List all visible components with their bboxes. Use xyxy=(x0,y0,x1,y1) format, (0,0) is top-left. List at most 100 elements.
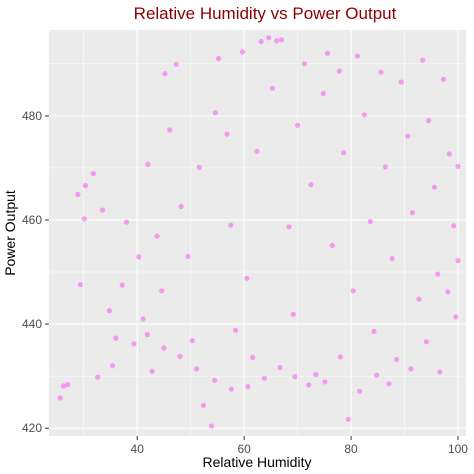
data-point xyxy=(159,288,165,294)
data-point xyxy=(119,282,125,288)
data-point xyxy=(269,85,276,91)
data-point xyxy=(350,288,356,294)
x-axis-ticks: 40 60 80 100 xyxy=(131,436,468,456)
data-point xyxy=(60,383,66,389)
data-point xyxy=(185,253,191,259)
y-tick-label: 420 xyxy=(22,421,42,435)
data-point xyxy=(239,49,246,55)
data-point xyxy=(290,311,296,317)
data-point xyxy=(245,384,251,390)
data-point xyxy=(320,90,326,97)
data-point xyxy=(386,381,392,387)
y-tick-label: 460 xyxy=(22,213,42,227)
data-point xyxy=(295,122,301,128)
y-axis-ticks: 420 440 460 480 xyxy=(22,109,49,435)
data-point xyxy=(177,353,183,359)
x-axis-title: Relative Humidity xyxy=(203,454,312,470)
data-point xyxy=(286,224,292,230)
data-point xyxy=(451,223,457,229)
data-point xyxy=(374,372,380,378)
data-point xyxy=(367,218,373,225)
data-point xyxy=(398,79,404,85)
data-point xyxy=(65,381,71,388)
data-point xyxy=(313,372,319,378)
data-point xyxy=(149,368,155,375)
data-point xyxy=(212,110,218,116)
y-tick-label: 480 xyxy=(22,109,42,123)
data-point xyxy=(194,366,200,372)
plot-panel xyxy=(49,30,466,436)
data-point xyxy=(393,356,400,363)
data-point xyxy=(437,369,443,375)
data-point xyxy=(224,131,230,137)
data-point xyxy=(301,61,308,67)
data-point xyxy=(337,354,343,360)
data-point xyxy=(173,61,179,67)
data-point xyxy=(274,38,280,44)
data-points xyxy=(57,35,461,429)
chart-title: Relative Humidity vs Power Output xyxy=(134,4,397,23)
data-point xyxy=(140,316,146,322)
data-point xyxy=(228,386,234,392)
data-point xyxy=(445,289,451,295)
data-point xyxy=(446,151,452,157)
data-point xyxy=(57,395,63,401)
data-point xyxy=(254,148,260,154)
data-point xyxy=(244,275,250,281)
x-tick-label: 80 xyxy=(344,442,358,456)
data-point xyxy=(341,150,347,156)
data-point xyxy=(136,254,142,260)
data-point xyxy=(371,328,377,334)
x-tick-label: 100 xyxy=(448,442,468,456)
data-point xyxy=(189,338,195,344)
data-point xyxy=(361,112,367,118)
data-point xyxy=(277,364,283,370)
y-tick-label: 440 xyxy=(22,317,42,331)
data-point xyxy=(324,50,331,57)
data-point xyxy=(196,164,202,170)
data-point xyxy=(416,296,422,302)
data-point xyxy=(99,207,106,213)
data-point xyxy=(306,382,312,388)
data-point xyxy=(212,377,218,383)
data-point xyxy=(336,68,342,74)
data-point xyxy=(215,56,222,62)
data-point xyxy=(354,53,361,59)
data-point xyxy=(420,57,426,63)
minor-gridlines xyxy=(49,30,466,436)
data-point xyxy=(453,314,459,320)
data-point xyxy=(113,335,119,341)
data-point xyxy=(389,255,395,262)
data-point xyxy=(123,219,130,225)
data-point xyxy=(329,242,335,249)
data-point xyxy=(144,331,150,338)
data-point xyxy=(161,345,167,351)
data-point xyxy=(82,183,88,189)
data-point xyxy=(382,164,388,170)
data-point xyxy=(77,281,84,288)
data-point xyxy=(81,216,87,222)
data-point xyxy=(322,379,328,385)
data-point xyxy=(228,222,234,228)
data-point xyxy=(292,374,298,380)
data-point xyxy=(357,388,363,394)
x-tick-label: 40 xyxy=(131,442,145,456)
data-point xyxy=(200,402,207,408)
data-point xyxy=(258,38,264,45)
data-point xyxy=(90,171,96,177)
data-point xyxy=(431,184,438,190)
data-point xyxy=(145,161,151,167)
data-point xyxy=(261,375,267,381)
data-point xyxy=(233,327,239,333)
data-point xyxy=(435,271,441,277)
data-point xyxy=(455,258,461,264)
x-tick-label: 60 xyxy=(237,442,251,456)
data-point xyxy=(106,308,112,314)
y-axis-title: Power Output xyxy=(2,190,18,276)
data-point xyxy=(75,191,81,198)
data-point xyxy=(409,210,416,216)
data-point xyxy=(167,127,173,133)
data-point xyxy=(250,354,256,360)
data-point xyxy=(423,339,429,345)
